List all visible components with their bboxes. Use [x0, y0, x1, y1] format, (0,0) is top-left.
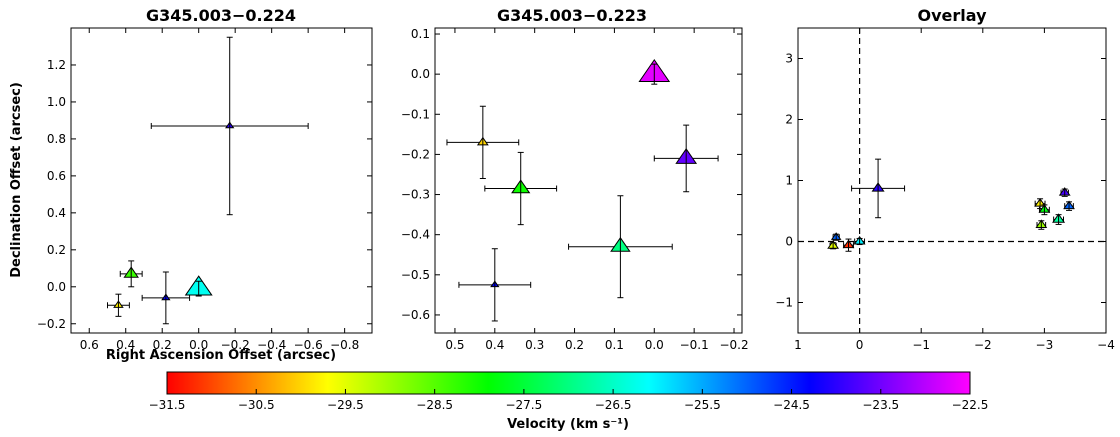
y-tick-label: 0.0 — [47, 280, 66, 294]
y-tick-label: 0.8 — [47, 132, 66, 146]
colorbar-tick-label: −25.5 — [684, 398, 721, 412]
colorbar-label: Velocity (km s⁻¹) — [507, 417, 629, 432]
y-tick-label: 0.0 — [411, 67, 430, 81]
y-tick-label: −0.6 — [401, 308, 430, 322]
y-tick-label: 0.6 — [47, 169, 66, 183]
colorbar-ticks: −31.5 −30.5 −29.5 −28.5 −27.5 −26.5 −25.5 −24.5… — [149, 389, 989, 412]
y-tick-label: −0.3 — [401, 188, 430, 202]
y-tick-label: 1.0 — [47, 95, 66, 109]
y-tick-label: 1 — [785, 174, 793, 188]
x-tick-label: 0.5 — [445, 338, 464, 352]
x-tick-label: −0.8 — [330, 338, 359, 352]
y-tick-label: −0.2 — [37, 317, 66, 331]
panel-1-xlabel: Right Ascension Offset (arcsec) — [106, 348, 336, 363]
panel-1-frame — [70, 27, 373, 334]
y-tick-label: 0.2 — [47, 243, 66, 257]
x-tick-label: 0.0 — [645, 338, 664, 352]
x-tick-label: 0 — [856, 338, 864, 352]
colorbar-gradient — [166, 371, 971, 395]
colorbar-tick-label: −29.5 — [327, 398, 364, 412]
x-tick-label: −0.6 — [294, 338, 323, 352]
y-tick-label: 0.1 — [411, 27, 430, 41]
y-tick-label: −0.2 — [401, 147, 430, 161]
x-tick-label: 0.4 — [116, 338, 135, 352]
panel-2-plot: 0.5 0.4 0.3 0.2 0.1 0.0 −0.1 −0.2 −0.6 −0.5 −0.4 −0… — [401, 27, 749, 352]
colorbar: −31.5 −30.5 −29.5 −28.5 −27.5 −26.5 −25.5 −24.5… — [149, 371, 989, 432]
x-tick-label: 0.4 — [485, 338, 504, 352]
panel-2-frame — [434, 27, 743, 334]
y-tick-label: 1.2 — [47, 58, 66, 72]
colorbar-tick-label: −22.5 — [952, 398, 989, 412]
panel-2-title: G345.003−0.223 — [497, 6, 647, 25]
colorbar-tick-label: −31.5 — [149, 398, 186, 412]
colorbar-tick-label: −30.5 — [238, 398, 275, 412]
x-tick-label: −4 — [1097, 338, 1115, 352]
panel-1-plot: 0.6 0.4 0.2 0.0 −0.2 −0.4 −0.6 −0.8 −0.2 0.0 0.2 0.… — [37, 28, 372, 352]
x-tick-label: −0.2 — [719, 338, 748, 352]
colorbar-tick-label: −24.5 — [773, 398, 810, 412]
x-tick-label: −1 — [912, 338, 930, 352]
panel-3: Overlay 1 0 −1 −2 −3 −4 −1 0 1 2 3 — [775, 6, 1115, 352]
x-tick-label: −2 — [974, 338, 992, 352]
panel-1-ylabel: Declination Offset (arcsec) — [9, 82, 24, 278]
x-tick-label: −0.1 — [680, 338, 709, 352]
colorbar-tick-label: −26.5 — [595, 398, 632, 412]
x-tick-label: 0.3 — [525, 338, 544, 352]
colorbar-tick-label: −27.5 — [505, 398, 542, 412]
y-tick-label: −0.5 — [401, 268, 430, 282]
panel-2: G345.003−0.223 0.5 0.4 0.3 0.2 0.1 0.0 −0.1 −0.… — [401, 6, 749, 352]
x-tick-label: 0.2 — [565, 338, 584, 352]
y-tick-label: −0.1 — [401, 107, 430, 121]
x-tick-label: 1 — [794, 338, 802, 352]
panel-3-plot: 1 0 −1 −2 −3 −4 −1 0 1 2 3 — [775, 28, 1115, 352]
x-tick-label: −0.4 — [257, 338, 286, 352]
y-tick-label: 0 — [785, 235, 793, 249]
x-tick-label: 0.1 — [605, 338, 624, 352]
colorbar-tick-label: −23.5 — [862, 398, 899, 412]
x-tick-label: −3 — [1036, 338, 1054, 352]
y-tick-label: 2 — [785, 113, 793, 127]
x-tick-label: −0.2 — [221, 338, 250, 352]
panel-1-title: G345.003−0.224 — [146, 6, 296, 25]
y-tick-label: 0.4 — [47, 206, 66, 220]
panel-3-frame — [797, 27, 1107, 334]
colorbar-tick-label: −28.5 — [416, 398, 453, 412]
x-tick-label: 0.0 — [189, 338, 208, 352]
x-tick-label: 0.6 — [80, 338, 99, 352]
y-tick-label: −0.4 — [401, 228, 430, 242]
x-tick-label: 0.2 — [153, 338, 172, 352]
y-tick-label: 3 — [785, 52, 793, 66]
panel-3-title: Overlay — [918, 6, 988, 25]
y-tick-label: −1 — [775, 296, 793, 310]
panel-1: G345.003−0.224 0.6 0.4 0.2 0.0 −0.2 −0.4 −0.6−… — [9, 6, 373, 363]
